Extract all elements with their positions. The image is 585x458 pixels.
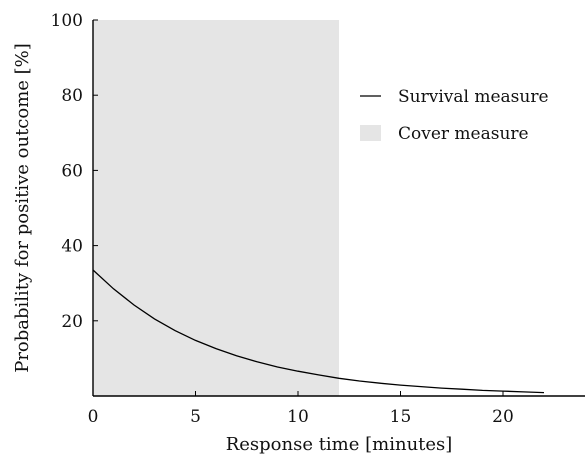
x-tick-label: 15 — [390, 407, 412, 427]
y-tick-label: 100 — [51, 11, 83, 31]
legend-survival-label: Survival measure — [398, 87, 549, 107]
x-axis-label: Response time [minutes] — [226, 434, 453, 455]
y-tick-label: 40 — [61, 237, 83, 257]
y-tick-label: 60 — [61, 161, 83, 181]
x-tick-label: 0 — [88, 407, 99, 427]
x-tick-label: 10 — [287, 407, 309, 427]
cover-measure-region — [93, 20, 339, 396]
y-axis-label: Probability for positive outcome [%] — [12, 43, 33, 373]
tick-labels: 0 5 10 15 20 20 40 60 80 100 — [51, 11, 514, 427]
series-line-survival-measure — [92, 269, 545, 394]
x-tick-label: 5 — [190, 407, 201, 427]
x-tick-label: 20 — [492, 407, 514, 427]
legend: Survival measure Cover measure — [360, 87, 549, 144]
y-tick-label: 80 — [61, 86, 83, 106]
y-tick-label: 20 — [61, 312, 83, 332]
legend-cover-swatch — [360, 125, 381, 141]
plot-area — [92, 20, 585, 397]
legend-cover-label: Cover measure — [398, 124, 529, 144]
